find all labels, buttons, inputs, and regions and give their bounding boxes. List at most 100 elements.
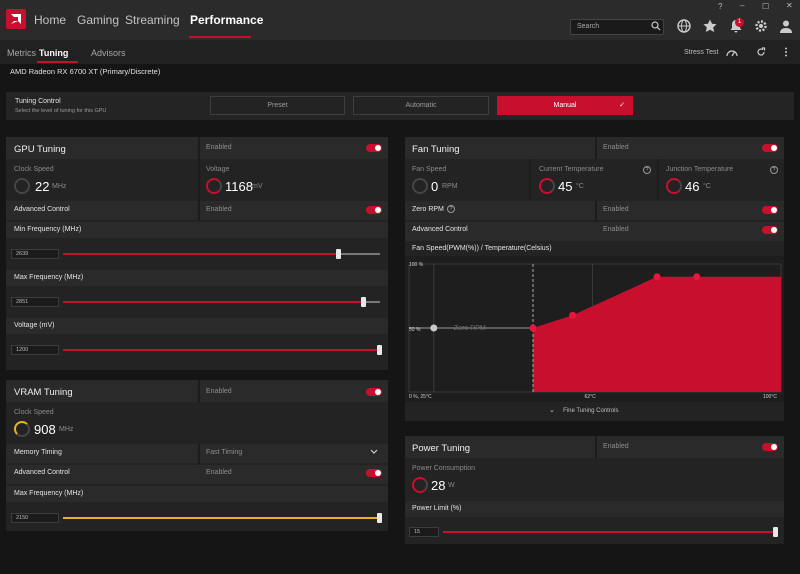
fan-curve-chart[interactable]: 100 % 50 % 0 %, 25°C 62°C 100°C Zero RPM xyxy=(405,256,784,402)
sub-navigation xyxy=(0,40,800,64)
voltage-fill xyxy=(63,349,380,351)
active-subtab-indicator xyxy=(37,61,78,63)
amd-logo-icon[interactable] xyxy=(6,9,26,29)
tab-streaming[interactable]: Streaming xyxy=(125,13,180,27)
fan-advanced-toggle[interactable] xyxy=(762,226,778,234)
vram-clock-gauge xyxy=(14,421,30,437)
vram-tuning-title: VRAM Tuning xyxy=(14,387,73,398)
fan-speed-gauge xyxy=(412,178,428,194)
manual-button[interactable]: Manual ✓ xyxy=(497,96,633,115)
memory-timing-row xyxy=(6,444,388,463)
fan-speed-unit: RPM xyxy=(442,183,458,190)
gpu-name: AMD Radeon RX 6700 XT (Primary/Discrete) xyxy=(10,67,161,76)
help-icon[interactable]: ? xyxy=(718,2,723,11)
voltage-input[interactable]: 1200 xyxy=(11,345,59,355)
curve-point-1[interactable] xyxy=(529,324,537,332)
tab-tuning[interactable]: Tuning xyxy=(39,48,69,58)
current-temp-help-icon[interactable]: ? xyxy=(643,166,651,174)
voltage-row xyxy=(6,318,388,334)
vram-max-freq-slider-handle[interactable] xyxy=(377,513,382,523)
power-tuning-title: Power Tuning xyxy=(412,443,471,454)
vram-tuning-header xyxy=(6,380,388,402)
x-tick-max: 100°C xyxy=(763,394,777,400)
tab-gaming[interactable]: Gaming xyxy=(77,13,120,27)
gear-icon[interactable] xyxy=(753,18,769,34)
divider xyxy=(595,436,597,458)
tab-advisors[interactable]: Advisors xyxy=(91,48,126,58)
max-freq-slider-handle[interactable] xyxy=(361,297,366,307)
top-bar xyxy=(0,0,800,40)
max-freq-input[interactable]: 2851 xyxy=(11,297,59,307)
fine-tuning-label: Fine Tuning Controls xyxy=(563,408,619,414)
automatic-button[interactable]: Automatic xyxy=(353,96,489,115)
star-icon[interactable] xyxy=(702,18,718,34)
gpu-voltage-value: 1168 xyxy=(225,179,253,194)
close-icon[interactable]: ✕ xyxy=(786,1,793,10)
gpu-tuning-header xyxy=(6,137,388,159)
power-limit-slider-handle[interactable] xyxy=(773,527,778,537)
power-limit-input[interactable]: 15 xyxy=(409,527,439,537)
zero-rpm-status: Enabled xyxy=(603,206,629,213)
tab-performance[interactable]: Performance xyxy=(190,13,264,27)
divider xyxy=(198,137,200,201)
vram-tuning-toggle[interactable] xyxy=(366,388,382,396)
power-limit-row xyxy=(405,501,784,517)
maximize-icon[interactable]: ☐ xyxy=(762,2,770,11)
zero-rpm-label: Zero RPM xyxy=(412,206,444,213)
reset-icon[interactable] xyxy=(756,47,766,57)
search-input[interactable]: Search xyxy=(570,19,664,35)
gpu-voltage-label: Voltage xyxy=(206,166,230,173)
gpu-advanced-label: Advanced Control xyxy=(14,206,70,213)
junction-temp-help-icon[interactable]: ? xyxy=(770,166,778,174)
vram-advanced-toggle[interactable] xyxy=(366,469,382,477)
power-tuning-toggle[interactable] xyxy=(762,443,778,451)
chevron-down-icon: ⌄ xyxy=(549,407,555,414)
tab-home[interactable]: Home xyxy=(34,13,67,27)
notification-badge: 1 xyxy=(735,18,744,27)
zero-rpm-help-icon[interactable]: ? xyxy=(447,205,455,213)
min-freq-input[interactable]: 2639 xyxy=(11,249,59,259)
memory-timing-select[interactable]: Fast Timing xyxy=(206,449,243,456)
gauge-icon[interactable] xyxy=(726,47,738,57)
globe-icon[interactable] xyxy=(676,18,692,34)
curve-point-3[interactable] xyxy=(653,273,661,281)
zero-rpm-toggle[interactable] xyxy=(762,206,778,214)
gpu-advanced-toggle[interactable] xyxy=(366,206,382,214)
fine-tuning-toggle[interactable]: ⌄ Fine Tuning Controls xyxy=(549,405,618,414)
curve-point-2[interactable] xyxy=(569,311,577,319)
tab-metrics[interactable]: Metrics xyxy=(7,48,36,58)
more-options-icon[interactable] xyxy=(781,47,791,57)
voltage-slider-handle[interactable] xyxy=(377,345,382,355)
power-limit-fill xyxy=(443,531,776,533)
min-freq-slider-handle[interactable] xyxy=(336,249,341,259)
y-tick-mid: 50 % xyxy=(409,327,421,333)
vram-clock-value: 908 xyxy=(34,422,56,437)
gpu-voltage-unit: mV xyxy=(252,183,263,190)
search-icon[interactable] xyxy=(651,21,661,31)
fan-advanced-row xyxy=(405,222,784,241)
preset-button[interactable]: Preset xyxy=(210,96,345,115)
stress-test-button[interactable]: Stress Test xyxy=(684,49,719,56)
vram-max-freq-fill xyxy=(63,517,380,519)
gpu-advanced-row xyxy=(6,201,388,220)
vram-clock-unit: MHz xyxy=(59,426,74,433)
max-freq-label: Max Frequency (MHz) xyxy=(14,274,84,281)
fan-tuning-toggle[interactable] xyxy=(762,144,778,152)
gpu-tuning-toggle[interactable] xyxy=(366,144,382,152)
fan-curve-label: Fan Speed(PWM(%)) / Temperature(Celsius) xyxy=(412,245,552,252)
chevron-down-icon[interactable] xyxy=(370,449,378,455)
minimize-icon[interactable]: – xyxy=(740,1,745,10)
user-icon[interactable] xyxy=(778,18,794,34)
current-temp-value: 45 xyxy=(558,179,573,194)
curve-point-4[interactable] xyxy=(693,273,701,281)
max-freq-fill xyxy=(63,301,364,303)
vram-advanced-label: Advanced Control xyxy=(14,469,70,476)
divider xyxy=(595,201,597,241)
power-tuning-header xyxy=(405,436,784,458)
gpu-tuning-status: Enabled xyxy=(206,144,232,151)
power-consumption-value: 28 xyxy=(431,478,446,493)
vram-max-freq-input[interactable]: 2150 xyxy=(11,513,59,523)
zero-rpm-point[interactable] xyxy=(430,324,438,332)
gpu-tuning-title: GPU Tuning xyxy=(14,144,66,155)
gpu-clock-gauge xyxy=(14,178,30,194)
